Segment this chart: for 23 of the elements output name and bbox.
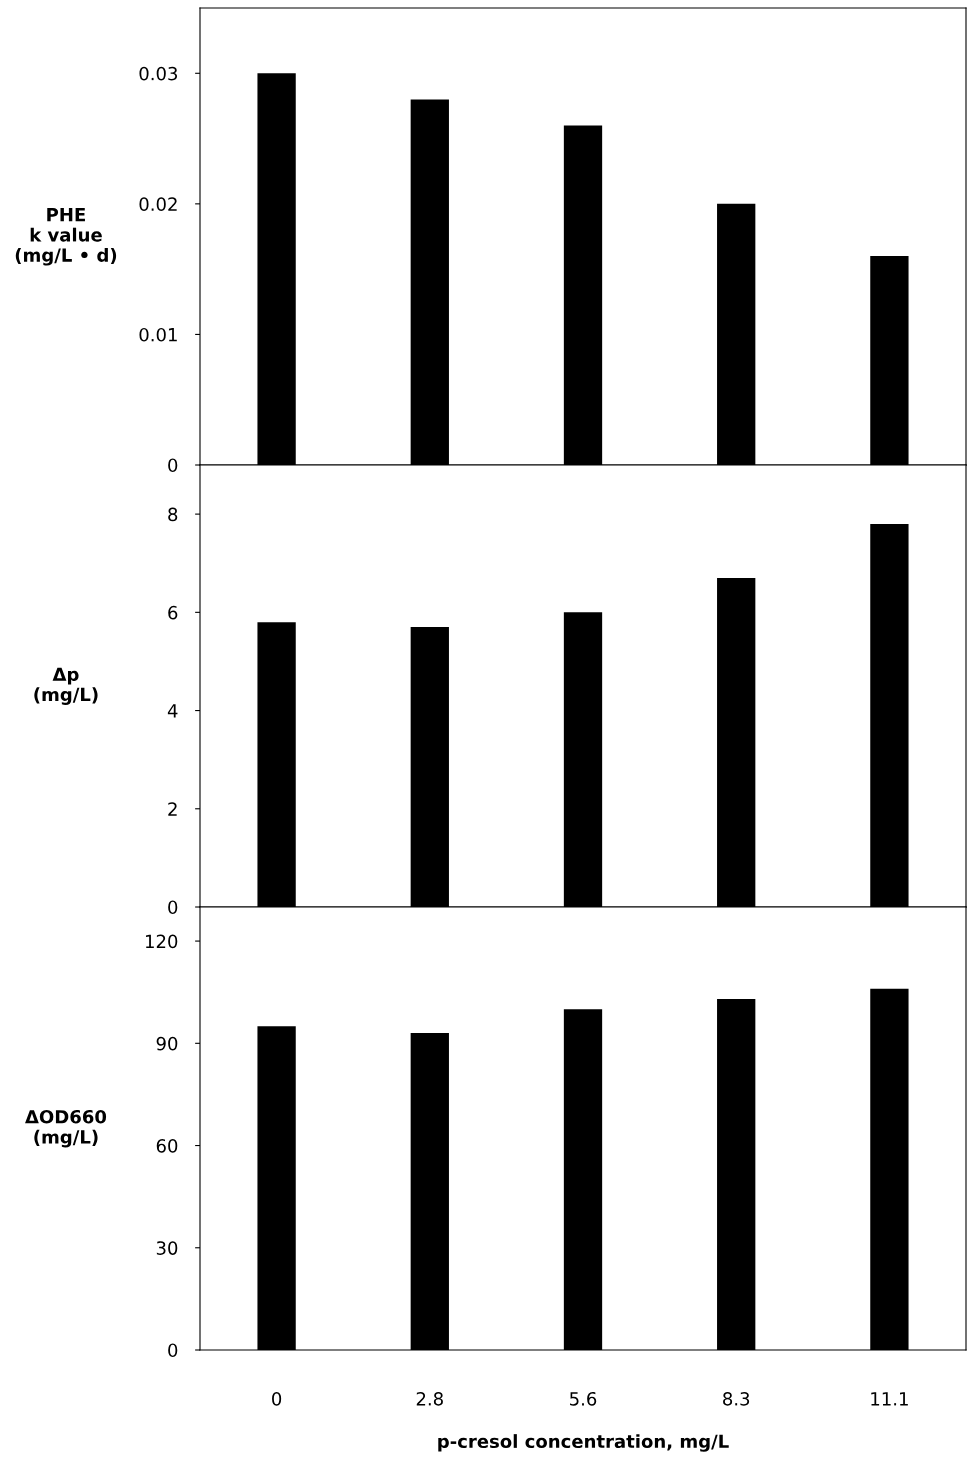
y-tick-label: 30 [156,1241,178,1255]
x-axis-title: p-cresol concentration, mg/L [438,1434,729,1452]
x-tick-label: 5.6 [570,1391,597,1406]
y-tick-label: 0.01 [139,327,177,342]
x-tick-label: 11.1 [871,1392,908,1406]
y-tick-label: 0.03 [139,66,178,81]
x-tick-label: 0 [272,1391,282,1406]
y-axis-title: ΔOD660 (mg/L) [25,1109,107,1148]
x-tick-label: 2.8 [416,1391,443,1406]
y-axis-title: PHE k value (mg/L • d) [15,208,117,266]
y-tick-label: 60 [156,1139,178,1153]
y-tick-label: 4 [167,704,178,718]
y-tick-label: 0 [168,1343,178,1358]
y-tick-label: 6 [168,605,178,620]
y-tick-label: 0 [168,458,178,473]
y-tick-label: 0.02 [139,197,177,211]
y-tick-label: 8 [168,507,178,522]
y-axis-title: Δp (mg/L) [34,667,98,705]
y-tick-label: 90 [156,1036,178,1051]
x-tick-label: 8.3 [723,1391,750,1406]
y-tick-label: 2 [168,802,177,816]
y-tick-label: 0 [168,900,178,915]
y-tick-label: 120 [145,934,178,949]
